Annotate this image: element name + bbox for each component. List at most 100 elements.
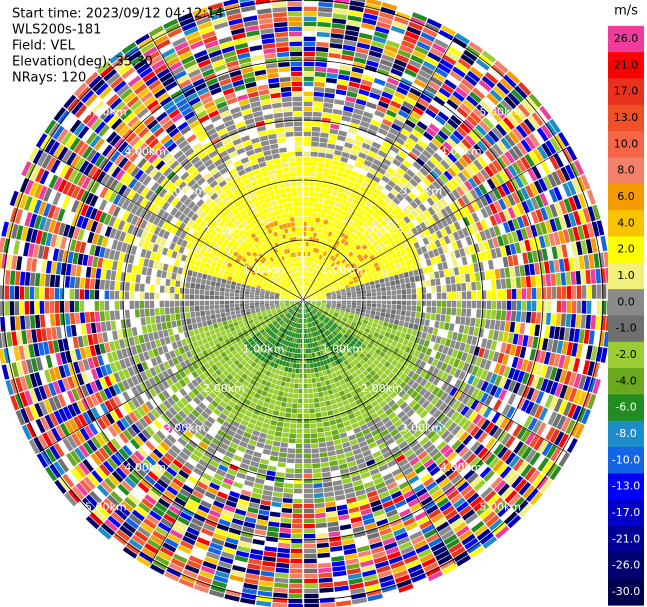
radar-cell (465, 353, 473, 364)
radar-cell (333, 484, 344, 491)
radar-cell (340, 437, 349, 444)
radar-cell (225, 500, 237, 508)
radar-cell (298, 343, 301, 349)
radar-cell (104, 300, 110, 311)
radar-cell (297, 333, 300, 339)
radar-cell (266, 392, 273, 399)
radar-cell (406, 305, 412, 311)
radar-cell (345, 392, 353, 399)
radar-cell (260, 570, 275, 577)
radar-cell (319, 334, 323, 340)
radar-cell (469, 456, 481, 468)
radar-cell (332, 387, 339, 394)
radar-cell (176, 319, 182, 327)
radar-cell (246, 394, 254, 401)
radar-cell (480, 338, 488, 348)
radar-cell (169, 293, 175, 300)
radar-cell (462, 509, 476, 521)
radar-cell (423, 390, 432, 400)
radar-cell (450, 493, 463, 505)
radar-cell (283, 323, 288, 328)
radar-cell (169, 286, 175, 294)
radar-cell (276, 199, 282, 205)
radar-cell (206, 319, 213, 326)
radar-cell (213, 532, 227, 541)
radar-cell (433, 423, 443, 433)
radar-cell (388, 555, 403, 565)
radar-cell (303, 368, 307, 374)
radar-cell (252, 538, 265, 546)
radar-cell (274, 582, 289, 588)
radar-cell (470, 520, 485, 533)
radar-cell (269, 516, 281, 523)
radar-cell (296, 313, 299, 318)
radar-cell (20, 271, 26, 286)
radar-cell (325, 348, 330, 354)
radar-cell (590, 315, 596, 330)
radar-cell (294, 353, 298, 359)
radar-cell (354, 376, 361, 383)
radar-cell (414, 317, 420, 325)
radar-cell (425, 348, 433, 356)
radar-cell (239, 384, 247, 391)
radar-cell (436, 360, 444, 370)
radar-cell (361, 349, 368, 356)
radar-cell (458, 529, 473, 542)
radar-cell (496, 310, 502, 320)
radar-cell (303, 493, 314, 499)
radar-cell (194, 305, 200, 312)
radar-cell (423, 426, 433, 436)
radar-cell (211, 318, 217, 325)
radar-cell (329, 357, 335, 363)
radar-cell (80, 312, 86, 324)
radar-cell (193, 584, 210, 594)
radar-cell (144, 308, 150, 317)
radar-cell (360, 559, 374, 568)
radar-cell (164, 286, 170, 293)
radar-cell (492, 330, 499, 341)
radar-cell (400, 310, 406, 316)
radar-cell (209, 542, 223, 551)
radar-cell (40, 314, 46, 328)
radar-cell (348, 327, 354, 332)
radar-cell (514, 322, 521, 334)
radar-cell (195, 277, 202, 284)
radar-cell (94, 311, 101, 322)
radar-cell (369, 362, 377, 370)
radar-cell (221, 278, 227, 284)
radar-cell (304, 318, 306, 324)
radar-cell (355, 349, 362, 356)
radar-cell (70, 312, 76, 325)
radar-cell (324, 395, 330, 401)
radar-cell (236, 282, 242, 287)
radar-cell (395, 309, 401, 315)
radar-cell (288, 341, 292, 347)
radar-cell (292, 348, 296, 353)
radar-cell (430, 313, 436, 321)
radar-cell (184, 294, 190, 300)
radar-cell (306, 363, 311, 369)
radar-cell (521, 300, 527, 311)
radar-cell (85, 323, 92, 335)
radar-cell (249, 291, 255, 295)
radar-cell (322, 390, 329, 397)
radar-cell (257, 353, 263, 360)
radar-cell (381, 416, 391, 425)
radar-cell (317, 351, 321, 357)
radar-cell (365, 485, 376, 494)
radar-cell (201, 454, 211, 464)
radar-cell (358, 373, 365, 380)
radar-cell (366, 366, 373, 373)
radar-cell (274, 335, 279, 341)
radar-cell (225, 392, 234, 400)
radar-cell (384, 420, 394, 429)
radar-cell (256, 388, 263, 395)
radar-cell (340, 322, 345, 327)
radar-cell (380, 340, 387, 347)
radar-cell (343, 548, 357, 555)
radar-cell (331, 429, 339, 436)
radar-cell (209, 300, 215, 305)
radar-cell (234, 303, 240, 308)
radar-cell (311, 448, 319, 454)
radar-cell (199, 570, 214, 579)
